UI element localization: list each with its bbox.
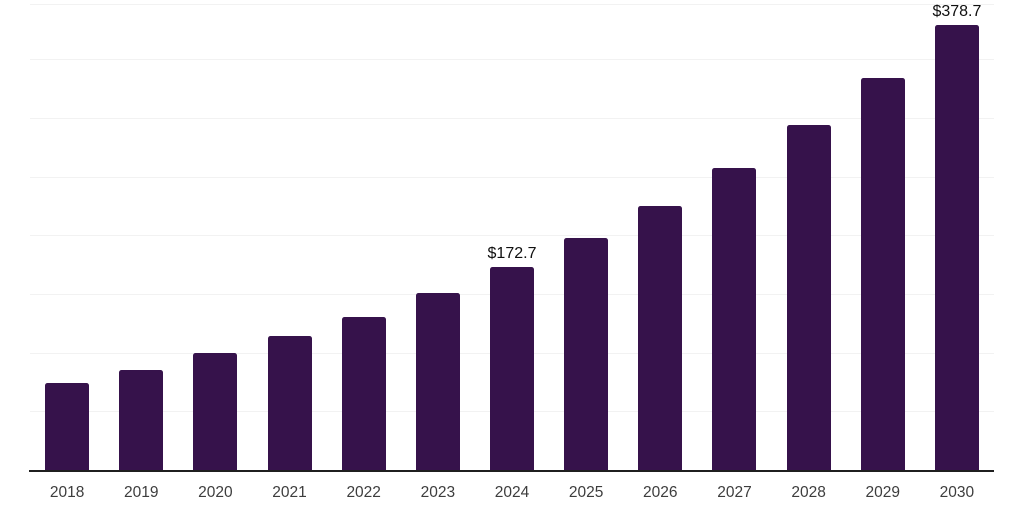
x-tick-label-2029: 2029 — [865, 484, 900, 501]
x-tick-label-2022: 2022 — [346, 484, 381, 501]
bar-2029[interactable] — [860, 78, 905, 470]
x-tick-label-2021: 2021 — [272, 484, 307, 501]
x-tick-label-2024: 2024 — [494, 484, 530, 501]
bar-2018[interactable] — [45, 382, 90, 470]
x-tick-label-2030: 2030 — [939, 484, 975, 501]
plot-area: $172.7 $378.7 — [30, 3, 994, 470]
gridline — [30, 176, 994, 178]
bar-2022[interactable] — [341, 316, 386, 470]
bar-2030[interactable] — [934, 25, 979, 470]
x-tick-label-2025: 2025 — [568, 484, 604, 501]
x-tick-label-2028: 2028 — [791, 484, 826, 501]
bar-2025[interactable] — [564, 237, 609, 470]
data-label-2024: $172.7 — [487, 245, 537, 263]
bar-2024[interactable] — [490, 267, 534, 470]
bar-2023[interactable] — [415, 293, 460, 470]
bar-2020[interactable] — [193, 353, 238, 470]
x-tick-label-2026: 2026 — [643, 484, 678, 501]
gridline — [30, 59, 994, 61]
x-axis-line — [29, 470, 994, 472]
gridline — [30, 117, 994, 119]
x-tick-label-2020: 2020 — [198, 484, 233, 501]
data-label-2030: $378.7 — [932, 3, 982, 21]
x-tick-label-2027: 2027 — [717, 484, 752, 501]
bar-2026[interactable] — [638, 205, 683, 470]
gridline — [30, 4, 994, 5]
x-tick-label-2023: 2023 — [420, 484, 456, 501]
bar-2019[interactable] — [119, 369, 164, 470]
x-tick-label-2018: 2018 — [49, 484, 85, 501]
gridline — [30, 235, 994, 237]
x-axis-labels: 2018 2019 2020 2021 2022 2023 2024 2025 2026 2027… — [30, 484, 994, 506]
x-tick-label-2019: 2019 — [123, 484, 159, 501]
bar-2021[interactable] — [267, 335, 312, 470]
bar-2028[interactable] — [786, 125, 831, 470]
bar-2027[interactable] — [712, 168, 757, 470]
